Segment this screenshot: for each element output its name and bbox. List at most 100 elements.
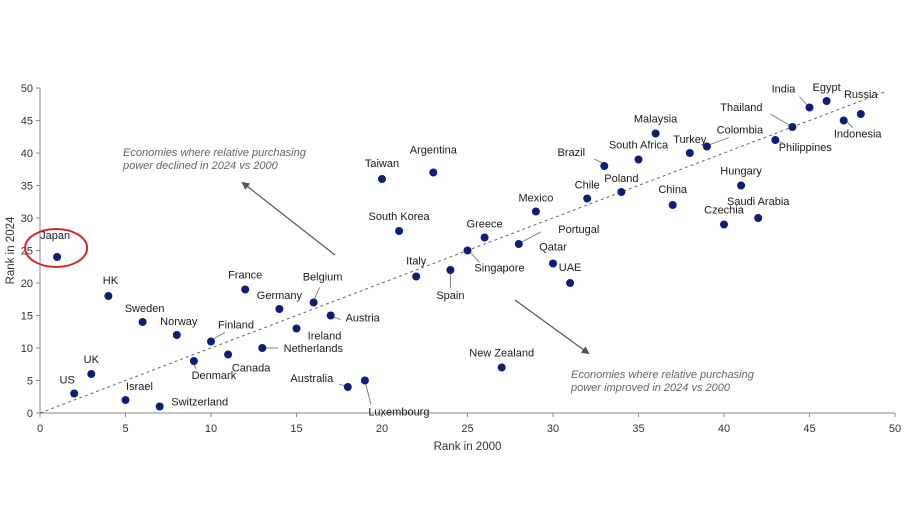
point-ireland xyxy=(292,324,301,333)
point-mexico xyxy=(531,207,540,216)
point-new-zealand xyxy=(497,363,506,372)
point-label: Denmark xyxy=(192,370,237,382)
y-tick-label: 5 xyxy=(27,376,33,388)
point-hungary xyxy=(737,181,746,190)
x-tick-label: 45 xyxy=(803,423,815,435)
point-label: Belgium xyxy=(303,272,343,284)
point-label: Italy xyxy=(406,256,427,268)
point-label: Saudi Arabia xyxy=(727,196,790,208)
reference-diagonal xyxy=(39,90,887,414)
point-poland xyxy=(617,188,626,196)
y-tick-label: 20 xyxy=(21,278,33,290)
point-label: Ireland xyxy=(308,331,342,343)
point-thailand xyxy=(788,123,797,131)
point-turkey xyxy=(685,149,694,157)
point-label: Philippines xyxy=(779,142,833,154)
leader-line xyxy=(709,137,730,145)
annotation-arrow xyxy=(514,299,590,355)
point-greece xyxy=(480,233,489,242)
point-germany xyxy=(275,305,284,313)
x-tick-label: 5 xyxy=(122,423,128,435)
point-spain xyxy=(446,266,455,274)
point-uae xyxy=(566,279,575,287)
point-label: Luxembourg xyxy=(368,407,429,419)
leader-line xyxy=(470,252,480,263)
x-tick-label: 25 xyxy=(461,423,473,435)
point-denmark xyxy=(189,357,198,365)
point-japan xyxy=(53,253,62,261)
annotations: Economies where relative purchasing power… xyxy=(122,147,755,394)
point-israel xyxy=(121,396,130,404)
point-label: Germany xyxy=(257,290,303,302)
point-austria xyxy=(326,311,335,320)
point-singapore xyxy=(463,246,472,255)
point-brazil xyxy=(600,162,609,170)
point-india xyxy=(805,103,814,112)
point-south-africa xyxy=(634,155,643,164)
y-tick-label: 0 xyxy=(27,408,33,420)
x-tick-label: 50 xyxy=(889,423,901,435)
point-label: Czechia xyxy=(704,205,745,217)
leader-line xyxy=(594,158,603,164)
x-tick-label: 20 xyxy=(376,423,388,435)
point-china xyxy=(668,201,677,209)
point-label: Finland xyxy=(218,320,254,332)
point-label: China xyxy=(658,184,688,196)
point-label: Norway xyxy=(160,316,198,328)
point-label: Netherlands xyxy=(284,343,344,355)
x-axis-title: Rank in 2000 xyxy=(434,441,502,453)
point-label: Chile xyxy=(575,180,600,192)
point-label: Greece xyxy=(467,219,503,231)
point-label: Colombia xyxy=(717,125,764,137)
leader-line xyxy=(770,113,790,126)
point-label: Turkey xyxy=(673,134,707,146)
point-colombia xyxy=(702,142,711,151)
point-label: US xyxy=(60,375,75,387)
annotation-text: Economies where relative purchasing power… xyxy=(570,369,755,394)
point-label: Sweden xyxy=(125,303,165,315)
leader-line xyxy=(365,384,372,405)
leader-line xyxy=(521,231,542,243)
point-label: India xyxy=(772,84,797,96)
y-tick-label: 15 xyxy=(21,311,33,323)
point-czechia xyxy=(720,220,728,229)
point-label: Israel xyxy=(126,381,153,393)
x-tick-label: 15 xyxy=(290,423,302,435)
point-italy xyxy=(412,272,421,281)
point-russia xyxy=(856,110,865,118)
point-labels: Japan US UK HK Israel Sweden Switzerland Norway… xyxy=(40,82,882,419)
point-label: Australia xyxy=(290,373,334,385)
point-label: Portugal xyxy=(558,224,599,236)
point-label: Canada xyxy=(232,363,271,375)
leader-line xyxy=(338,383,345,387)
point-label: New Zealand xyxy=(469,348,534,360)
point-label: Poland xyxy=(604,173,638,185)
annotation-line: Economies where relative purchasing xyxy=(123,147,307,159)
axes: 0 5 10 15 20 25 30 35 40 45 50 0 5 10 15 20 25 30 35 40 45 50… xyxy=(5,83,901,453)
point-hk xyxy=(104,292,113,300)
point-us xyxy=(70,389,79,398)
point-label: Japan xyxy=(40,230,70,242)
point-label: South Africa xyxy=(609,140,669,152)
x-tick-label: 35 xyxy=(632,423,644,435)
point-label: Malaysia xyxy=(634,114,678,126)
point-saudi-arabia xyxy=(754,214,763,222)
point-label: Hungary xyxy=(720,166,762,178)
leader-line xyxy=(314,287,321,299)
y-axis-title: Rank in 2024 xyxy=(5,216,17,284)
point-philippines xyxy=(771,136,780,144)
point-label: Russia xyxy=(844,89,879,101)
leader-line xyxy=(846,121,854,128)
x-tick-label: 10 xyxy=(205,423,217,435)
x-tick-label: 30 xyxy=(547,423,559,435)
highlight-circle xyxy=(24,228,89,268)
annotation-line: power declined in 2024 vs 2000 xyxy=(122,160,279,172)
point-label: France xyxy=(228,270,262,282)
point-luxembourg xyxy=(360,376,369,385)
point-label: Indonesia xyxy=(834,129,883,141)
point-norway xyxy=(172,331,181,339)
data-points xyxy=(24,97,865,411)
y-tick-label: 30 xyxy=(21,213,33,225)
point-egypt xyxy=(822,97,831,105)
